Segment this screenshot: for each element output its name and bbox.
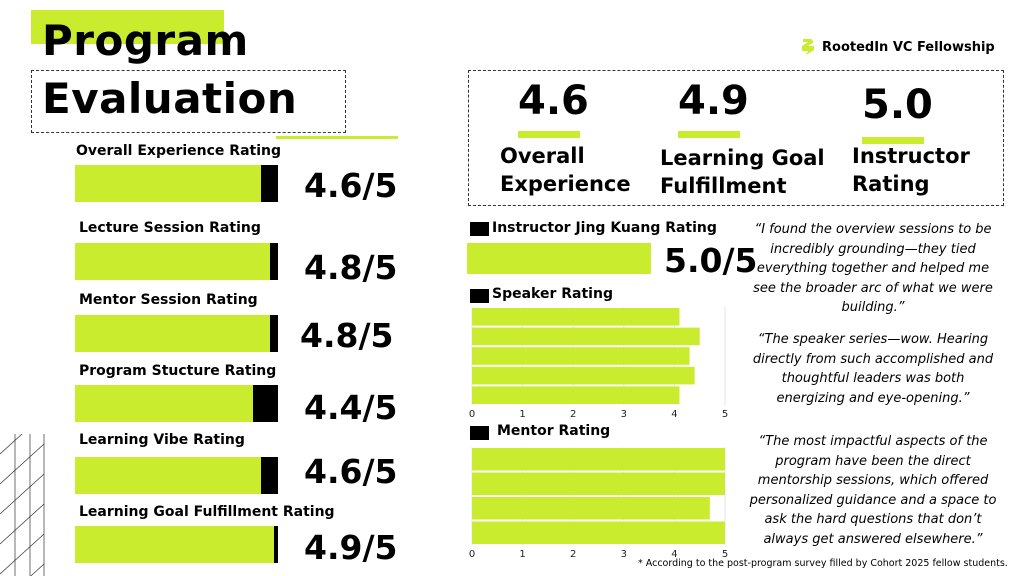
kpi-label-line: Rating <box>852 172 930 196</box>
legend-square-icon <box>470 426 489 440</box>
mentor-chart-title: Mentor Rating <box>497 423 611 439</box>
title-highlight <box>31 10 224 44</box>
rating-bar <box>75 385 278 422</box>
decorative-pattern <box>0 434 45 576</box>
quote-1: “I found the overview sessions to be inc… <box>753 222 993 315</box>
quote-3: “The most impactful aspects of the progr… <box>749 434 997 547</box>
accent-line <box>276 136 398 139</box>
speaker-rating-chart: 0 1 2 3 4 5 <box>469 307 728 420</box>
bar <box>472 386 680 404</box>
kpi-label: Learning Goal Fulfillment <box>660 144 825 200</box>
bar <box>472 308 680 326</box>
page-title-line2: Evaluation <box>42 74 298 123</box>
rating-bar-fill <box>75 526 274 563</box>
kpi-label-line: Fulfillment <box>660 174 787 198</box>
rating-bar <box>75 315 278 352</box>
kpi-label-line: Overall <box>500 144 585 168</box>
kpi-label: Instructor Rating <box>852 142 970 198</box>
tick-label: 1 <box>519 549 525 560</box>
brand: RootedIn VC Fellowship <box>800 37 995 57</box>
mentor-rating-chart: 0 1 2 3 4 5 <box>469 447 728 560</box>
rating-bar <box>75 243 278 280</box>
rating-bar-fill <box>75 165 262 202</box>
instructor-rating-bar <box>467 243 651 274</box>
kpi-value: 4.9 <box>678 78 749 124</box>
rating-bar-fill <box>75 457 262 494</box>
quote-2: “The speaker series—wow. Hearing directl… <box>752 332 994 406</box>
kpi-label-line: Experience <box>500 172 631 196</box>
kpi-label-line: Learning Goal <box>660 146 825 170</box>
rating-value: 4.6/5 <box>304 452 398 491</box>
rating-label: Lecture Session Rating <box>79 220 261 236</box>
kpi-label-line: Instructor <box>852 144 970 168</box>
tick-label: 3 <box>621 409 627 420</box>
rating-bar-fill <box>75 243 270 280</box>
kpi-underline <box>518 131 580 138</box>
rating-bar-fill <box>75 385 253 422</box>
instructor-rating-label: Instructor Jing Kuang Rating <box>492 220 717 236</box>
instructor-rating-value: 5.0/5 <box>664 241 758 280</box>
bar <box>472 472 725 495</box>
rating-bar <box>75 526 278 563</box>
brand-logo-icon <box>802 39 814 55</box>
bar <box>472 347 690 365</box>
bar <box>472 327 700 346</box>
kpi-value: 5.0 <box>862 82 933 128</box>
rating-value: 4.4/5 <box>304 388 398 427</box>
kpi-label: Overall Experience <box>500 142 631 198</box>
rating-label: Learning Goal Fulfillment Rating <box>79 504 335 520</box>
page-title-line1: Program <box>42 16 249 65</box>
tick-label: 0 <box>469 549 475 560</box>
rating-label: Learning Vibe Rating <box>79 432 245 448</box>
kpi-value: 4.6 <box>518 78 589 124</box>
kpi-box <box>468 70 1004 206</box>
brand-name: RootedIn VC Fellowship <box>822 39 995 55</box>
speaker-chart-title: Speaker Rating <box>492 286 613 302</box>
rating-label: Program Stucture Rating <box>79 363 277 379</box>
bar <box>472 497 710 520</box>
rating-value: 4.6/5 <box>304 166 398 205</box>
tick-label: 5 <box>722 549 728 560</box>
bar <box>472 366 695 385</box>
rating-value: 4.9/5 <box>304 528 398 567</box>
legend-square-icon <box>470 222 489 236</box>
tick-label: 0 <box>469 409 475 420</box>
rating-value: 4.8/5 <box>304 248 398 287</box>
tick-label: 5 <box>722 409 728 420</box>
rating-bar-fill <box>75 315 270 352</box>
rating-label: Mentor Session Rating <box>79 292 258 308</box>
bar <box>472 448 725 471</box>
legend-square-icon <box>470 289 489 303</box>
rating-label: Overall Experience Rating <box>76 143 281 159</box>
rating-bar <box>75 165 278 202</box>
rating-bar <box>75 457 278 494</box>
rating-value: 4.8/5 <box>300 316 394 355</box>
kpi-underline <box>678 131 740 138</box>
title-box <box>31 70 346 133</box>
tick-label: 2 <box>570 409 576 420</box>
tick-label: 2 <box>570 549 576 560</box>
tick-label: 3 <box>621 549 627 560</box>
tick-label: 4 <box>671 549 677 560</box>
tick-label: 4 <box>671 409 677 420</box>
kpi-underline <box>862 137 924 144</box>
footnote: * According to the post-program survey f… <box>638 558 1008 569</box>
bar <box>472 521 725 544</box>
tick-label: 1 <box>519 409 525 420</box>
